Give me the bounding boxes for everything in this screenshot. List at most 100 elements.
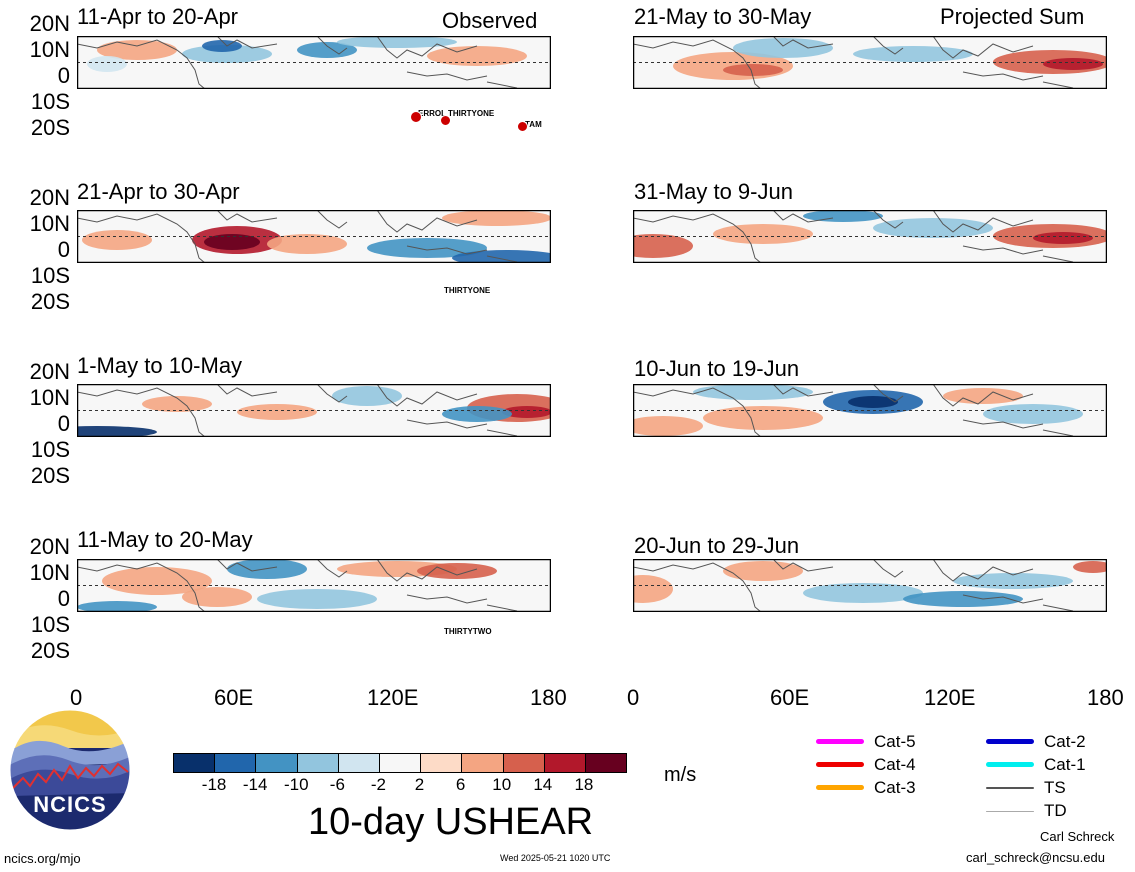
shear-anomaly-region [943,388,1023,404]
panel-title-right-2: 31-May to 9-Jun [634,179,793,204]
legend-label-cat-1: Cat-1 [1044,755,1086,774]
legend-label-ts: TS [1044,778,1066,797]
legend-label-td: TD [1044,801,1067,820]
lat-label-20s-row2: 20S [30,289,70,314]
legend-line-cat-2 [986,739,1034,744]
legend-label-cat-5: Cat-5 [874,732,916,751]
legend-line-ts [986,787,1034,789]
panel-title-left-3: 1-May to 10-May [77,353,243,378]
panel-title-right-4: 20-Jun to 29-Jun [634,533,800,558]
ncics-logo-graphic [9,709,131,831]
shear-anomaly-region [142,396,212,412]
lat-label-10n-row1: 10N [29,37,70,62]
panel-title-right-1: 21-May to 30-May [634,4,812,29]
coastline [633,36,1074,89]
colorbar-tick-label: 14 [533,775,553,794]
shear-anomaly-region [1073,561,1107,573]
map-panel-left-1 [77,36,551,89]
shear-anomaly-region [733,38,833,58]
lon-label-left-180: 180 [530,685,567,710]
panel-frame [77,210,551,263]
lon-label-left-60e: 60E [214,685,254,710]
lat-label-10s-row1: 10S [30,89,70,114]
coastline [633,559,1074,612]
footer-email[interactable]: carl_schreck@ncsu.edu [966,850,1105,865]
lat-label-20n-row2: 20N [29,185,70,210]
colorbar-swatch [379,754,422,772]
lat-label-10s-row3: 10S [30,437,70,462]
shear-anomaly-region [442,210,551,226]
colorbar [173,753,627,773]
colorbar-swatch [338,754,380,772]
shear-anomaly-region [442,406,512,422]
storm-label-thirtyone-2: THIRTYONE [444,286,491,295]
lon-label-right-0: 0 [627,685,640,710]
map-panel-left-3 [77,384,551,437]
shear-anomaly-region [97,40,177,60]
shear-anomaly-region [297,42,357,58]
lon-label-right-60e: 60E [770,685,810,710]
shear-field-left-1 [77,36,551,89]
shear-anomaly-region [267,234,347,254]
shear-anomaly-region [633,416,703,436]
footer-timestamp: Wed 2025-05-21 1020 UTC [500,853,611,863]
footer-url[interactable]: ncics.org/mjo [4,851,81,866]
panel-title-left-1: 11-Apr to 20-Apr [77,4,239,29]
storm-marker-errol [410,111,422,123]
shear-anomaly-region [713,224,813,244]
lat-label-20n-row4: 20N [29,534,70,559]
shear-anomaly-region [1033,232,1093,244]
shear-anomaly-region [723,64,783,76]
projected-header: Projected Sum [940,4,1085,29]
legend-line-cat-5 [816,739,864,744]
colorbar-swatch [215,754,257,772]
observed-header: Observed [442,8,538,33]
shear-field-right-4 [633,559,1107,612]
colorbar-tick-label: -2 [370,775,387,794]
legend-label-cat-3: Cat-3 [874,778,916,797]
shear-anomaly-region [332,386,402,406]
shear-anomaly-region [77,601,157,612]
shear-anomaly-region [983,404,1083,424]
shear-anomaly-region [853,46,973,62]
lat-label-0-row1: 0 [57,63,70,88]
shear-anomaly-region [417,563,497,579]
colorbar-tick-label: 18 [574,775,594,794]
colorbar-swatch [503,754,545,772]
colorbar-swatch [297,754,339,772]
lon-label-left-0: 0 [70,685,83,710]
shear-anomaly-region [803,210,883,222]
main-title: 10-day USHEAR [308,801,594,843]
shear-anomaly-region [367,238,487,258]
coastline [633,210,1074,263]
coastline [77,559,518,612]
panel-frame [77,384,551,437]
storm-marker-tam [517,121,528,132]
colorbar-swatch [256,754,298,772]
shear-anomaly-region [803,583,923,603]
shear-field-left-4 [77,559,551,612]
shear-field-right-2 [633,210,1107,263]
shear-anomaly-region [87,56,127,72]
map-panel-left-4 [77,559,551,612]
lat-label-20n-row3: 20N [29,359,70,384]
colorbar-tick-label: 6 [455,775,466,794]
panel-title-left-2: 21-Apr to 30-Apr [77,179,240,204]
lat-label-10n-row3: 10N [29,385,70,410]
lat-label-20n-row1: 20N [29,11,70,36]
shear-anomaly-region [257,589,377,609]
lat-label-10n-row2: 10N [29,211,70,236]
legend-line-cat-1 [986,762,1034,767]
shear-anomaly-region [202,40,242,52]
shear-anomaly-region [1043,58,1103,70]
shear-anomaly-region [633,234,693,258]
colorbar-swatch [421,754,463,772]
lat-label-10n-row4: 10N [29,560,70,585]
panel-title-right-3: 10-Jun to 19-Jun [634,356,800,381]
shear-anomaly-region [237,404,317,420]
lon-label-left-120e: 120E [367,685,419,710]
panel-frame [633,36,1107,89]
shear-anomaly-region [182,587,252,607]
storm-label-tam: TAM [525,120,542,129]
shear-anomaly-region [77,426,157,437]
